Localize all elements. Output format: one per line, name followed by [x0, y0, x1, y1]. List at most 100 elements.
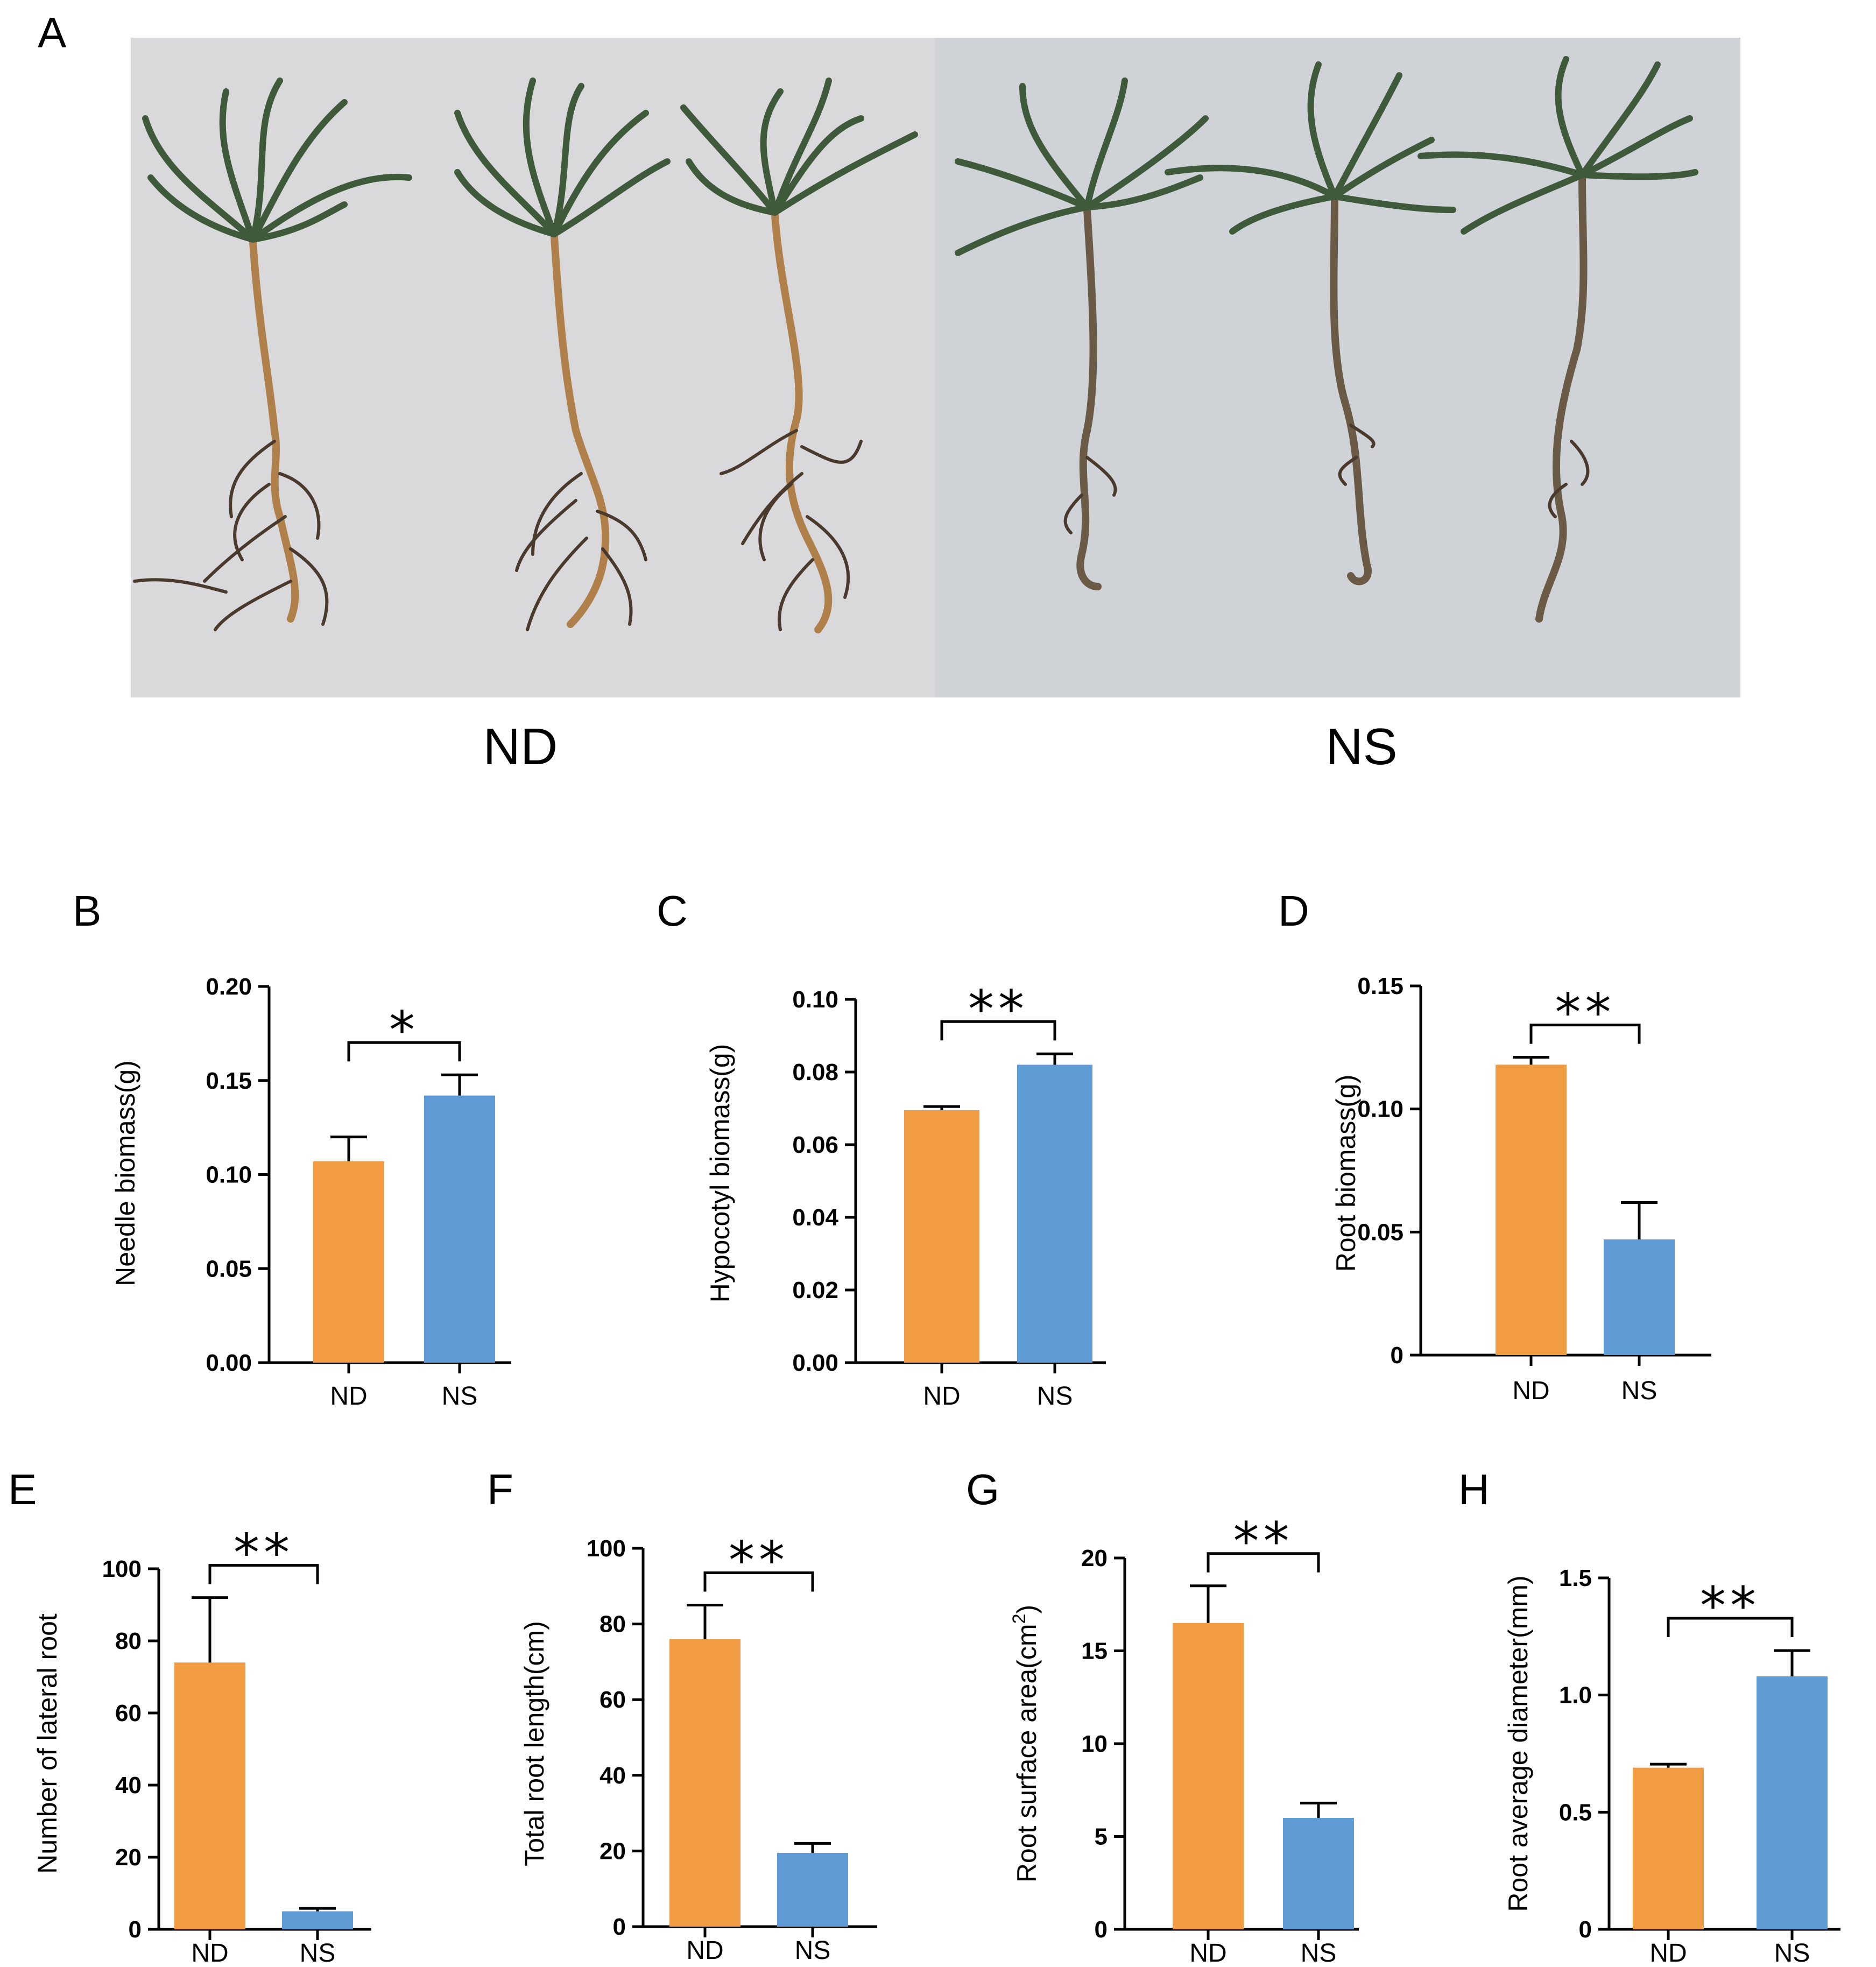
- y-tick-label-d: 0.05: [1357, 1219, 1404, 1245]
- y-tick-label-f: 0: [613, 1914, 626, 1940]
- ns-seedlings: [955, 56, 1698, 623]
- chart-b-needle-biomass: B Needle biomass(g) 0.00 0.05 0.10 0.15 0.20 ND…: [73, 887, 511, 1411]
- y-axis-label-e: Number of lateral root: [32, 1613, 62, 1874]
- significance-marker-g: **: [1233, 1511, 1294, 1571]
- y-axis-label-text: Total root length(cm): [519, 1621, 549, 1866]
- y-tick-label-c: 0.00: [792, 1350, 838, 1376]
- seedling-ns-3: [1417, 56, 1698, 623]
- bar-g-nd: [1173, 1623, 1244, 1929]
- y-axis-label-g: Root surface area(cm2): [1009, 1605, 1042, 1883]
- significance-marker-c: **: [968, 979, 1028, 1039]
- y-tick-label-d: 0: [1391, 1342, 1404, 1369]
- x-category-label-d: NS: [1621, 1377, 1658, 1405]
- group-label-nd: ND: [483, 718, 558, 775]
- x-category-label-h: NS: [1774, 1939, 1810, 1967]
- significance-bracket-h: [1667, 1617, 1794, 1637]
- y-axis-label-text: Root average diameter(mm): [1503, 1575, 1533, 1912]
- y-tick-label-e: 20: [115, 1844, 142, 1871]
- nd-seedlings: [133, 77, 918, 633]
- seedling-nd-2: [454, 77, 671, 631]
- group-label-ns: NS: [1325, 718, 1397, 775]
- bar-b-nd: [313, 1161, 384, 1363]
- seedling-ns-1: [955, 77, 1209, 590]
- panel-letter-d: D: [1278, 887, 1309, 935]
- bar-c-nd: [904, 1110, 979, 1363]
- y-axis-label-text: Hypocotyl biomass(g): [705, 1044, 735, 1303]
- seedling-nd-3: [680, 77, 918, 633]
- bar-d-ns: [1604, 1239, 1675, 1355]
- y-tick-label-g: 10: [1081, 1731, 1108, 1757]
- significance-marker-h: **: [1700, 1576, 1760, 1636]
- y-tick-label-g: 20: [1081, 1545, 1108, 1571]
- y-tick-label-d: 0.15: [1357, 973, 1404, 999]
- significance-bracket-f: [703, 1571, 814, 1592]
- y-tick-label-e: 60: [115, 1700, 142, 1726]
- y-tick-label-f: 40: [600, 1762, 626, 1789]
- significance-marker-e: **: [234, 1523, 294, 1583]
- y-axis-label-text: Root surface area(cm: [1012, 1624, 1042, 1883]
- x-category-label-h: ND: [1649, 1939, 1687, 1967]
- x-category-label-c: NS: [1037, 1382, 1073, 1411]
- bar-g-ns: [1283, 1818, 1354, 1929]
- y-tick-label-h: 1.5: [1559, 1565, 1592, 1591]
- chart-c-hypocotyl-biomass: C Hypocotyl biomass(g) 0.00 0.02 0.04 0.06 0.0…: [657, 887, 1106, 1411]
- seedling-nd-1: [133, 77, 412, 631]
- x-category-label-e: NS: [300, 1939, 336, 1967]
- bar-h-ns: [1757, 1676, 1828, 1929]
- y-axis-label-c: Hypocotyl biomass(g): [705, 1044, 735, 1303]
- y-tick-label-e: 80: [115, 1628, 142, 1654]
- y-tick-label-f: 60: [600, 1687, 626, 1713]
- significance-bracket-c: [940, 1020, 1056, 1041]
- y-axis-label-end: ): [1012, 1605, 1042, 1614]
- panel-letter-a: A: [38, 9, 67, 57]
- x-category-label-b: NS: [442, 1382, 478, 1411]
- y-axis-label-h: Root average diameter(mm): [1503, 1575, 1533, 1912]
- y-tick-label-b: 0.00: [206, 1350, 252, 1376]
- chart-f-total-root-length: F Total root length(cm) 0 20 40 60 80 100 ND NS **: [487, 1465, 877, 1965]
- y-tick-label-e: 0: [129, 1916, 142, 1943]
- panel-letter-f: F: [487, 1465, 513, 1513]
- y-tick-label-c: 0.06: [792, 1132, 838, 1158]
- y-tick-label-c: 0.10: [792, 986, 838, 1013]
- significance-marker-f: **: [729, 1530, 789, 1590]
- y-tick-label-e: 40: [115, 1772, 142, 1799]
- chart-e-lateral-roots: E Number of lateral root 0 20 40 60 80 100 ND NS *…: [8, 1465, 371, 1967]
- y-tick-label-g: 5: [1095, 1824, 1108, 1850]
- y-tick-label-c: 0.02: [792, 1277, 838, 1303]
- y-tick-label-b: 0.10: [206, 1162, 252, 1188]
- y-tick-label-d: 0.10: [1357, 1096, 1404, 1123]
- bar-f-nd: [669, 1639, 740, 1927]
- chart-g-root-surface-area: G Root surface area(cm2) 0 5 10 15 20 ND NS **: [966, 1465, 1359, 1967]
- y-tick-label-b: 0.05: [206, 1256, 252, 1282]
- photo-left-background: [131, 38, 935, 697]
- x-category-label-b: ND: [330, 1382, 367, 1411]
- significance-bracket-e: [208, 1564, 319, 1584]
- y-tick-label-f: 80: [600, 1611, 626, 1638]
- chart-d-root-biomass: D Root biomass(g) 0 0.05 0.10 0.15 ND NS **: [1278, 887, 1711, 1405]
- panel-letter-c: C: [657, 887, 688, 935]
- x-category-label-e: ND: [191, 1939, 228, 1967]
- bar-c-ns: [1017, 1064, 1092, 1363]
- bar-f-ns: [777, 1852, 848, 1927]
- significance-bracket-b: [347, 1041, 461, 1062]
- bar-d-nd: [1496, 1064, 1567, 1355]
- bar-h-nd: [1633, 1767, 1704, 1929]
- y-tick-label-h: 0: [1579, 1916, 1592, 1943]
- x-category-label-f: ND: [686, 1936, 723, 1965]
- y-tick-label-g: 0: [1095, 1916, 1108, 1943]
- x-category-label-f: NS: [795, 1936, 831, 1965]
- significance-marker-b: *: [389, 1000, 419, 1060]
- bar-e-ns: [282, 1911, 353, 1929]
- bar-e-nd: [174, 1662, 245, 1929]
- chart-h-root-diameter: H Root average diameter(mm) 0 0.5 1.0 1.5 ND NS…: [1458, 1465, 1840, 1967]
- y-axis-label-text: Needle biomass(g): [110, 1060, 140, 1286]
- significance-marker-d: **: [1555, 983, 1616, 1043]
- panel-letter-b: B: [73, 887, 101, 935]
- significance-bracket-g: [1207, 1552, 1320, 1573]
- y-tick-label-g: 15: [1081, 1638, 1108, 1665]
- y-axis-label-b: Needle biomass(g): [110, 1060, 140, 1286]
- y-axis-label-d: Root biomass(g): [1331, 1075, 1361, 1272]
- seedling-ns-2: [1165, 61, 1456, 586]
- y-tick-label-h: 1.0: [1559, 1682, 1592, 1709]
